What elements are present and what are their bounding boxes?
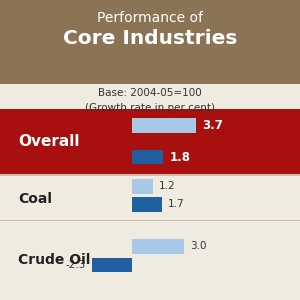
Bar	[92, 258, 132, 272]
Text: Performance of: Performance of	[97, 11, 203, 25]
Bar	[132, 150, 163, 164]
Bar	[0, 174, 300, 176]
Text: 3.0: 3.0	[190, 241, 207, 251]
Text: -2.3: -2.3	[66, 260, 86, 270]
Text: 1.8: 1.8	[169, 151, 190, 164]
Text: 1.2: 1.2	[159, 181, 175, 191]
Bar	[132, 239, 184, 254]
Text: Coal: Coal	[18, 192, 52, 206]
Bar	[132, 197, 162, 212]
Bar	[132, 179, 153, 194]
Text: 1.7: 1.7	[168, 199, 184, 209]
Text: Core Industries: Core Industries	[63, 28, 237, 47]
Bar	[0, 220, 300, 221]
Text: (Growth rate in per cent): (Growth rate in per cent)	[85, 103, 215, 112]
Text: 3.7: 3.7	[202, 119, 223, 132]
Bar	[132, 118, 196, 133]
Text: Crude Oil: Crude Oil	[18, 253, 90, 266]
Bar	[0, 0, 300, 84]
Text: Base: 2004-05=100: Base: 2004-05=100	[98, 88, 202, 98]
Text: Overall: Overall	[18, 134, 80, 149]
Bar	[0, 110, 300, 174]
